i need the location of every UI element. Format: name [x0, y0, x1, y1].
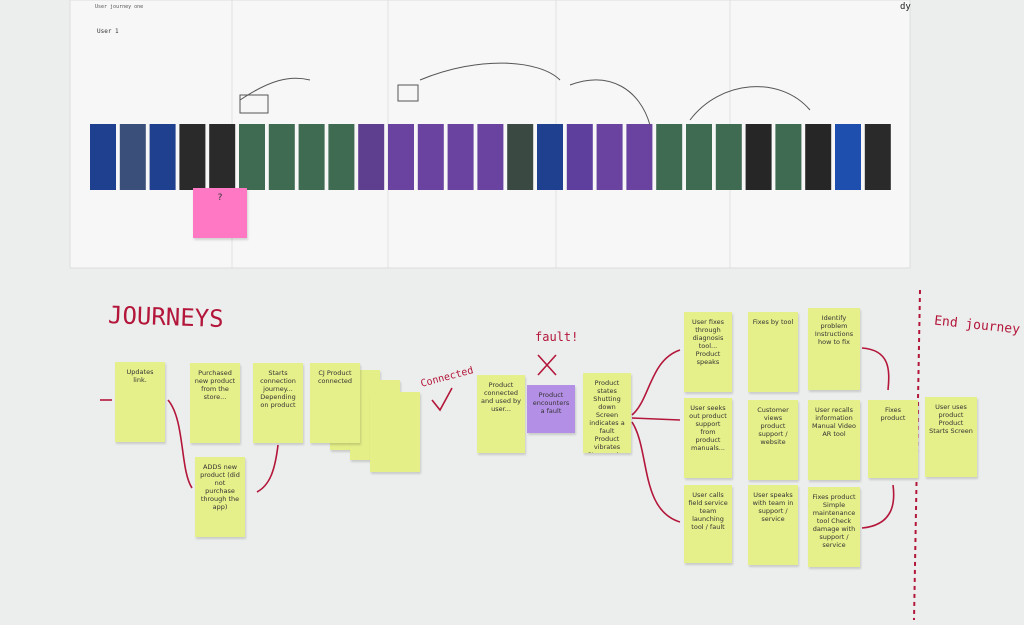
sticky-note: Identify problem Instructions how to fix — [808, 308, 860, 390]
screen-tile — [298, 124, 325, 190]
screen-tile — [656, 124, 683, 190]
screen-tile — [179, 124, 206, 190]
screen-tile — [835, 124, 861, 190]
screen-tile — [119, 124, 146, 190]
screen-tile — [507, 124, 534, 190]
sticky-note: Customer views product support / website — [748, 400, 798, 480]
screen-tile — [90, 124, 116, 190]
sketch-box — [397, 84, 419, 102]
screen-tiles — [90, 124, 891, 190]
sticky-note: Purchased new product from the store... — [190, 363, 240, 443]
screen-tile — [388, 124, 414, 190]
sticky-note: Fixes product Simple maintenance tool Ch… — [808, 487, 860, 567]
screen-tile — [149, 124, 176, 190]
sticky-note: ADDS new product (did not purchase throu… — [195, 457, 245, 537]
sticky-note: Product states Shutting down Screen indi… — [583, 373, 631, 453]
screen-tile — [805, 124, 832, 190]
screen-tile — [715, 124, 742, 190]
screen-tile — [686, 124, 712, 190]
sketch-arrow — [689, 86, 811, 121]
poster-subtitle: User journey one — [95, 4, 144, 10]
screen-tile — [864, 124, 891, 190]
sketch-box — [239, 94, 269, 114]
screen-tile — [358, 124, 385, 190]
screen-tile — [417, 124, 444, 190]
corner-mark: dy — [900, 2, 911, 12]
sketch-arrow — [569, 79, 651, 126]
sticky-note: Starts connection journey... Depending o… — [253, 363, 303, 443]
screen-tile — [328, 124, 355, 190]
screen-tile — [477, 124, 504, 190]
sticky-note: User speaks with team in support / servi… — [748, 485, 798, 565]
pink-note: ? — [193, 188, 247, 238]
screen-tile — [209, 124, 236, 190]
sticky-note: CJ Product connected — [310, 363, 360, 443]
sticky-note-blank — [370, 392, 420, 472]
screen-tile — [596, 124, 623, 190]
screen-tile — [745, 124, 772, 190]
sticky-note: Fixes product — [868, 400, 918, 478]
sticky-note: Updates link. — [115, 362, 165, 442]
end-divider — [913, 289, 921, 621]
sticky-note: User calls field service team launching … — [684, 485, 732, 563]
screen-tile — [268, 124, 295, 190]
screen-tile — [447, 124, 474, 190]
sticky-note: Product encounters a fault — [527, 385, 575, 433]
sticky-note: User seeks out product support from prod… — [684, 398, 732, 478]
screen-tile — [626, 124, 653, 190]
sticky-note: User recalls information Manual Video AR… — [808, 400, 860, 480]
screen-tile — [775, 124, 802, 190]
sticky-note: Fixes by tool — [748, 312, 798, 392]
screen-tile — [566, 124, 593, 190]
journeys-heading: JOURNEYS — [107, 300, 225, 334]
screen-tile — [239, 124, 265, 190]
fault-label: fault! — [535, 330, 579, 344]
sketch-arrow — [419, 62, 561, 81]
user-label: User 1 — [97, 28, 119, 35]
screen-tile — [537, 124, 563, 190]
sticky-note: Product connected and used by user... — [477, 375, 525, 453]
sticky-note: User uses product Product Starts Screen — [925, 397, 977, 477]
sticky-note: User fixes through diagnosis tool... Pro… — [684, 312, 732, 392]
